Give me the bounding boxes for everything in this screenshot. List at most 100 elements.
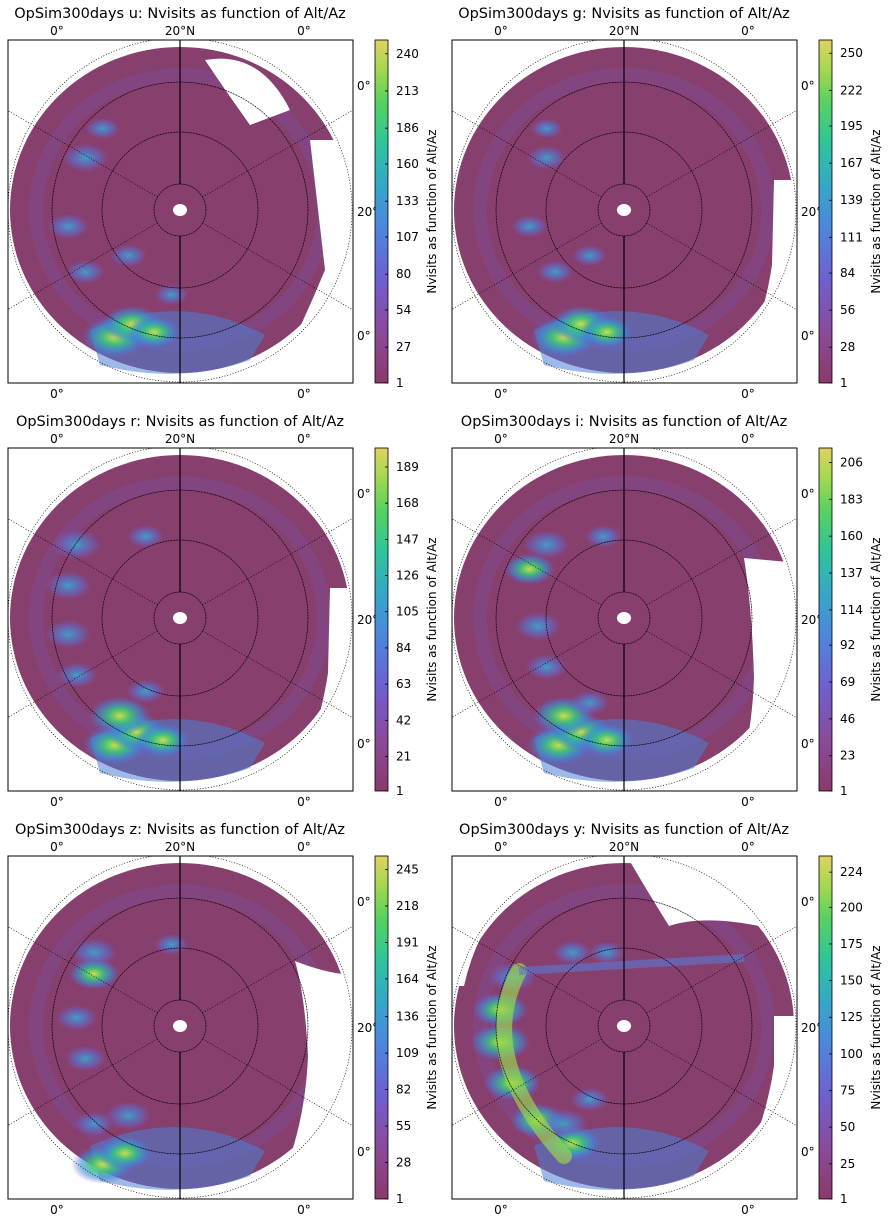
sky-map [452,40,797,383]
azimuth-line [202,517,353,606]
hotspot [153,284,189,306]
colorbar-tick-label: 56 [840,303,855,317]
colorbar-tick-label: 1 [396,1192,404,1206]
hotspot [55,662,98,688]
colorbar-tick-label: 1 [396,784,404,798]
grid-label-top-center: 20°N [609,24,639,38]
grid-label-right-upper: 0° [357,895,371,909]
hotspot [584,525,622,548]
colorbar-tick-label: 1 [840,784,848,798]
azimuth-line [646,1038,797,1127]
panel-3: OpSim300days i: Nvisits as function of A… [451,414,883,809]
grid-label-bottom-right: 0° [297,1203,311,1217]
hotspot [52,529,102,560]
colorbar-tick-label: 54 [396,303,411,317]
azimuth-line [646,630,797,719]
grid-label-top-right: 0° [297,24,311,38]
zenith-hole [617,1020,631,1032]
colorbar-tick-label: 107 [396,230,419,244]
grid-label-bottom-right: 0° [297,387,311,401]
colorbar-tick-label: 126 [396,569,419,583]
colorbar-tick-label: 46 [840,712,855,726]
colorbar-tick-label: 75 [840,1084,855,1098]
grid-label-top-center: 20°N [165,432,195,446]
altitude-circle-solid [153,591,207,645]
grid-label-right-upper: 0° [357,79,371,93]
horizon-circle [8,856,353,1199]
unobserved-gap [8,1163,71,1199]
axes-frame [7,855,354,1200]
azimuth-line [8,518,158,606]
colorbar-tick-label: 139 [840,193,863,207]
hotspot [44,619,92,649]
zenith-hole [173,1020,187,1032]
colorbar-tick-label: 28 [396,1156,411,1170]
colorbar-label: Nvisits as function of Alt/Az [425,129,439,293]
colorbar-tick-label: 25 [840,1157,855,1171]
grid-label-top-right: 0° [741,24,755,38]
colorbar-tick-label: 160 [840,529,863,543]
grid-label-right-upper: 0° [801,895,815,909]
alt-az-grid [452,448,797,791]
colorbar-label: Nvisits as function of Alt/Az [869,129,883,293]
grid-label-right-lower: 0° [357,1145,371,1159]
colorbar-tick-label: 191 [396,935,419,949]
grid-label-top-center: 20°N [609,432,639,446]
hotspot [125,679,166,704]
grid-label-right-upper: 0° [801,487,815,501]
grid-label-top-left: 0° [494,840,508,854]
colorbar-tick-label: 195 [840,119,863,133]
hotspot [514,611,562,641]
hotspot [572,244,608,267]
azimuth-line [452,630,602,718]
grid-label-top-left: 0° [494,432,508,446]
unobserved-gap [273,140,353,383]
colorbar-tick-label: 218 [396,899,419,913]
azimuth-line [646,222,797,311]
hotspot [97,1135,153,1171]
unobserved-gap [452,856,556,986]
hotspot [578,723,635,758]
visit-edge [518,954,745,975]
grid-label-top-left: 0° [494,24,508,38]
colorbar-tick-label: 1 [396,376,404,390]
azimuth-line [202,1038,353,1127]
unobserved-gap [8,755,71,791]
colorbar-scale [374,39,389,384]
altitude-circle-solid [545,539,703,697]
panel-1: OpSim300days g: Nvisits as function of A… [451,6,883,401]
zenith-hole [617,204,631,216]
horizon-circle [452,448,797,791]
azimuth-line [8,110,158,198]
horizon-circle [452,856,797,1199]
hotspot [62,143,109,173]
colorbar-tick-label: 189 [396,460,419,474]
hotspot [55,1004,98,1031]
sky-map [8,448,353,791]
hotspot [85,117,121,140]
unobserved-gap [727,1016,797,1199]
colorbar-label: Nvisits as function of Alt/Az [869,945,883,1109]
axes-frame [7,39,354,384]
zenith-hole [617,612,631,624]
colorbar-scale [374,447,389,792]
colorbar-tick-label: 1 [840,376,848,390]
unobserved-gap [452,755,515,791]
visit-arc [496,963,572,1164]
grid-label-top-left: 0° [50,840,64,854]
horizon-circle [452,40,797,383]
grid-label-top-right: 0° [741,432,755,446]
hotspot [523,530,570,559]
grid-label-top-right: 0° [741,840,755,854]
grid-label-bottom-right: 0° [741,795,755,809]
colorbar-scale [818,855,833,1200]
colorbar-tick-label: 114 [840,603,863,617]
altitude-circle-solid [153,183,207,237]
colorbar-tick-label: 63 [396,677,411,691]
hotspot [74,1111,114,1136]
azimuth-line [8,1038,158,1126]
hotspot [88,696,152,736]
grid-label-right-lower: 0° [801,737,815,751]
axes-frame [451,855,798,1200]
